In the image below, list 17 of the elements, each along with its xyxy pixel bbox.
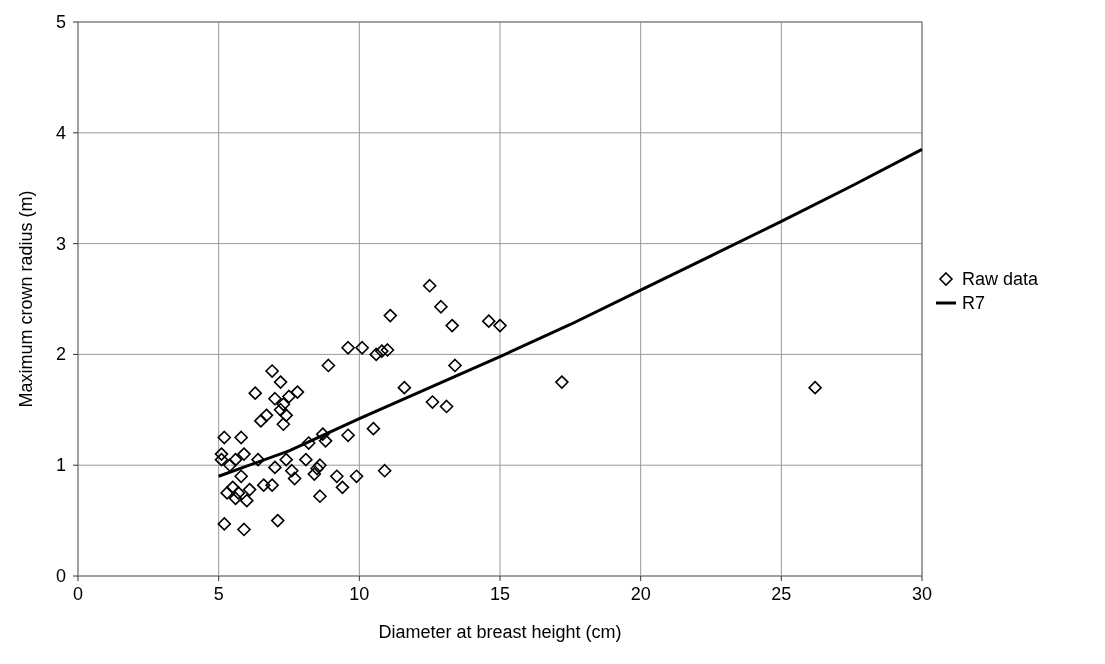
x-tick-label: 10 [349, 584, 370, 604]
legend-label: R7 [962, 293, 986, 313]
y-tick-label: 3 [55, 233, 66, 254]
y-tick-label: 5 [55, 12, 66, 32]
x-axis-title: Diameter at breast height (cm) [378, 622, 622, 642]
legend-label: Raw data [962, 269, 1040, 289]
x-tick-label: 0 [72, 584, 84, 604]
x-tick-label: 5 [213, 584, 224, 604]
y-tick-label: 1 [55, 455, 66, 476]
x-tick-label: 15 [489, 584, 511, 604]
y-tick-label: 2 [55, 344, 66, 365]
x-tick-label: 25 [771, 584, 792, 604]
x-tick-label: 20 [630, 584, 651, 604]
y-axis-title: Maximum crown radius (m) [16, 190, 36, 408]
y-tick-label: 4 [55, 122, 66, 143]
y-tick-label: 0 [55, 566, 66, 586]
x-tick-label: 30 [911, 584, 933, 604]
